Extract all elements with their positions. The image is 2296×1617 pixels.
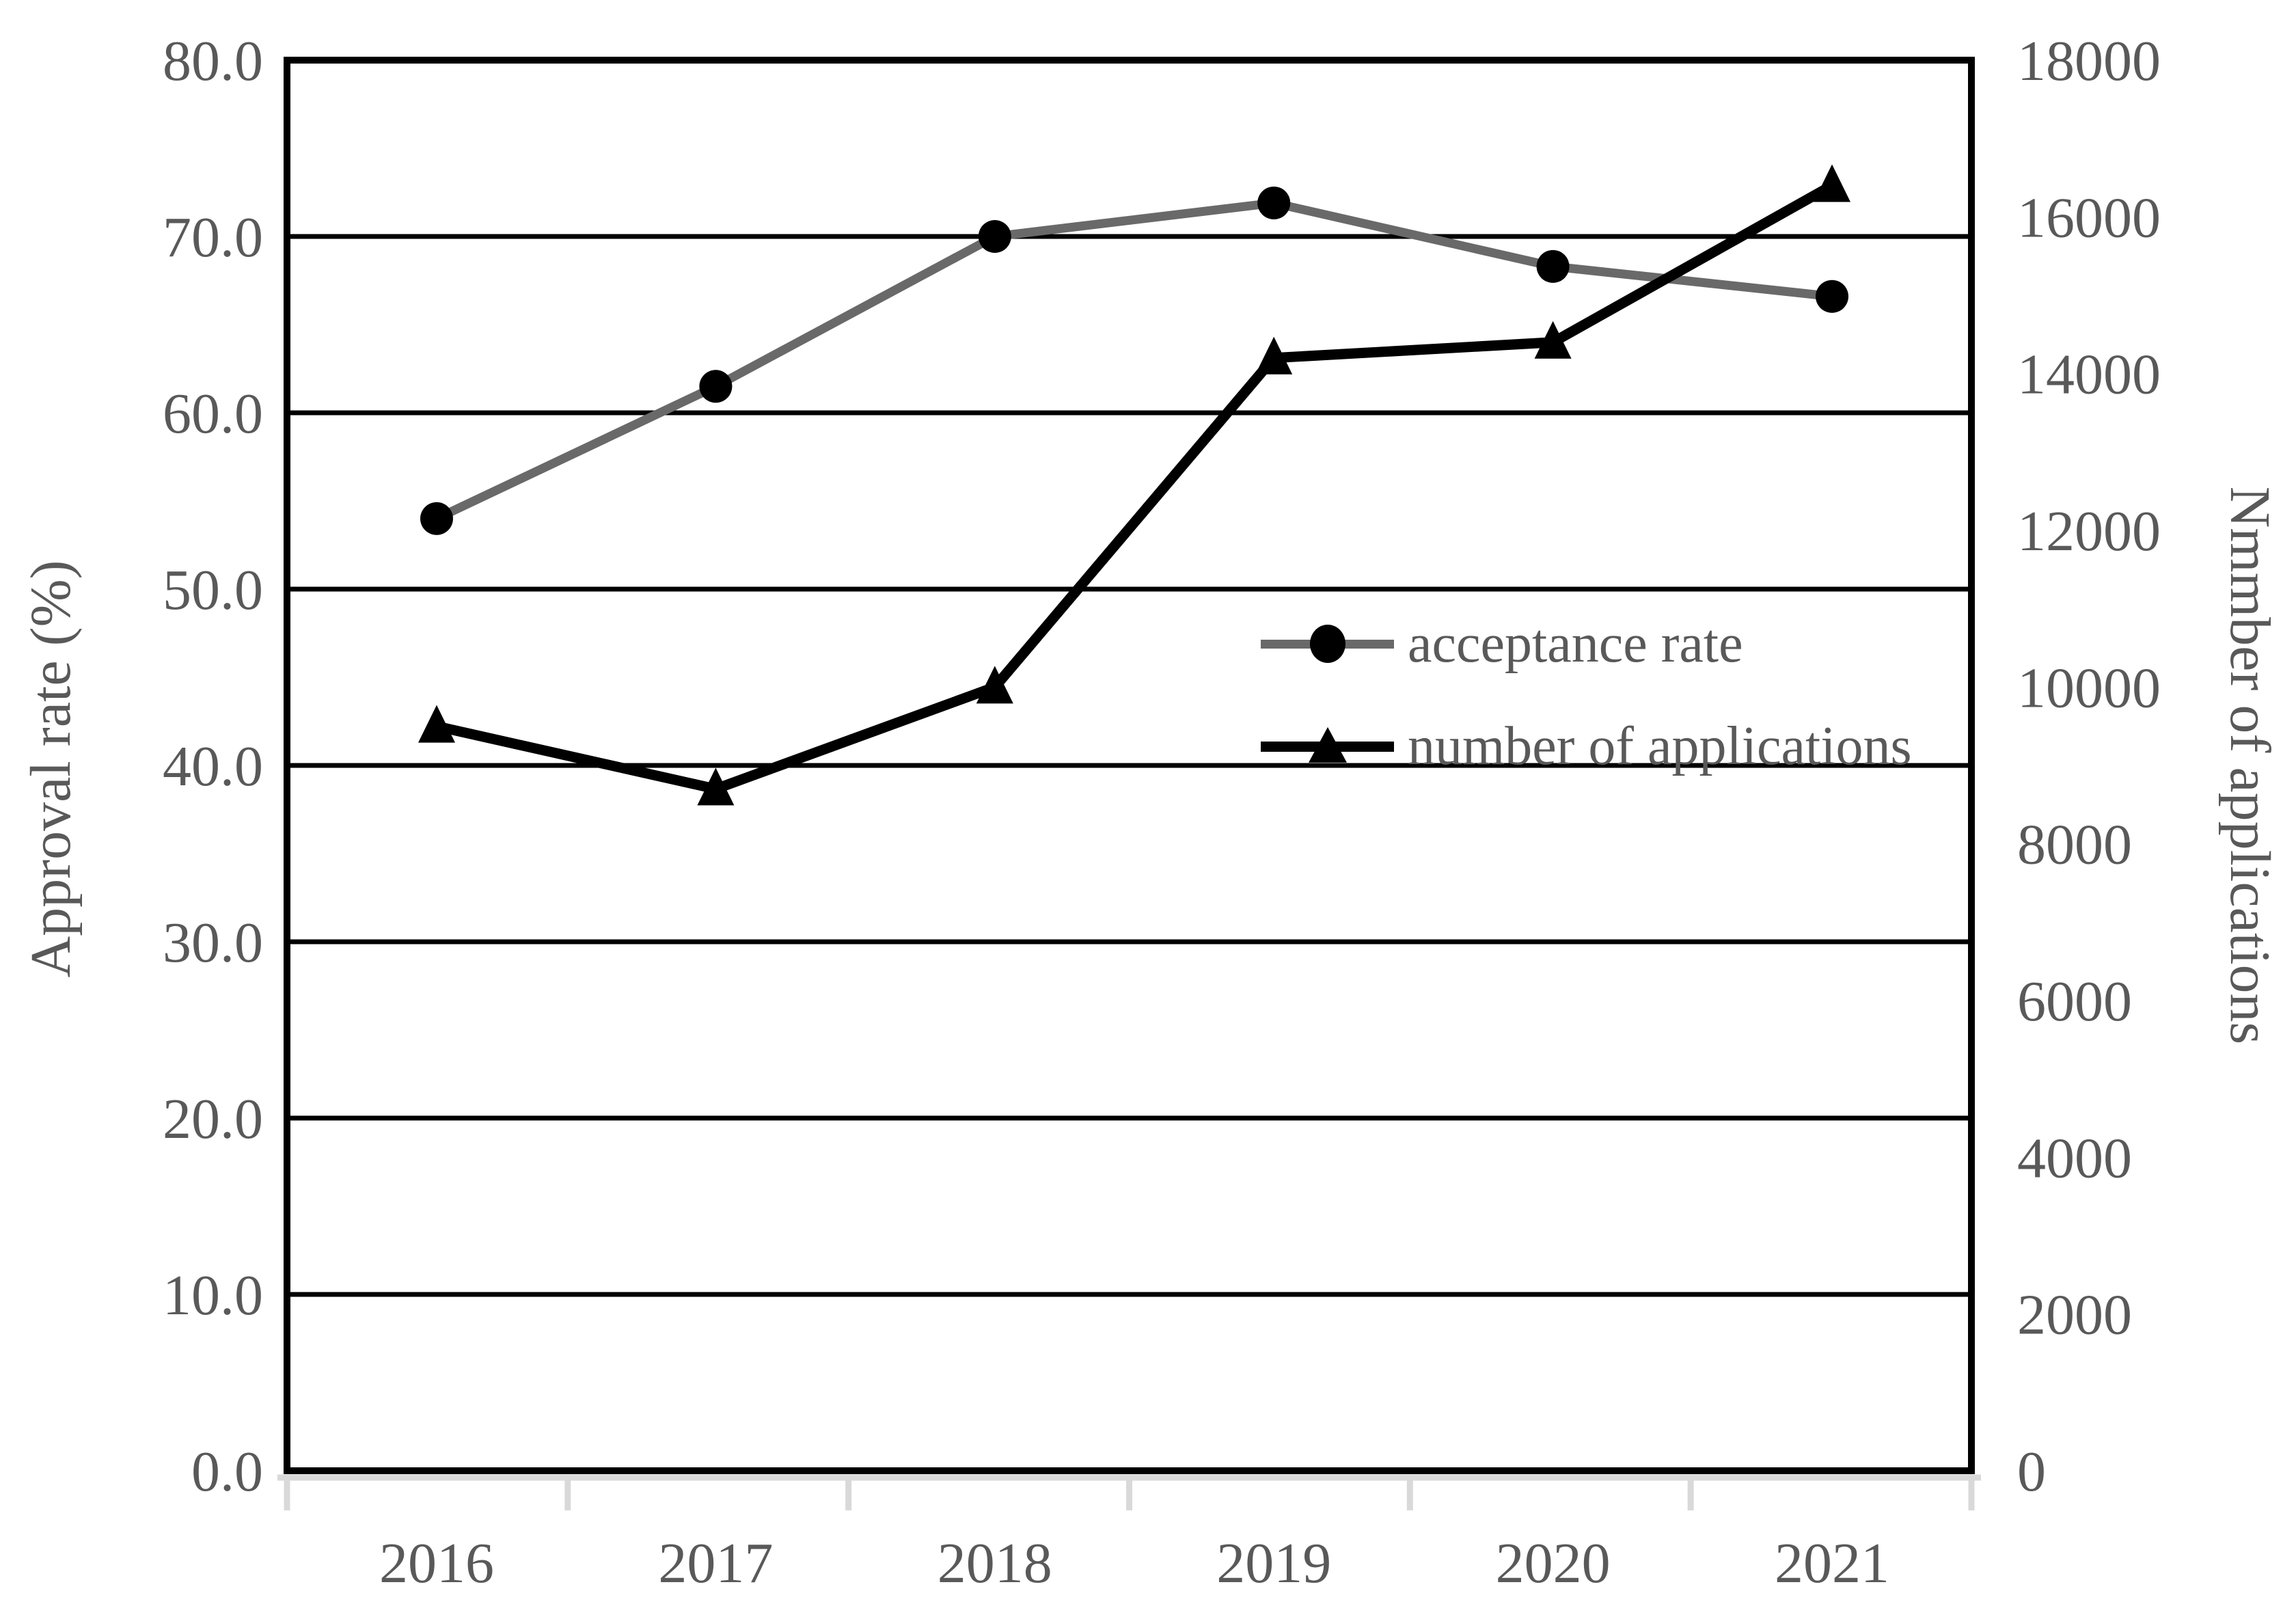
- y-axis-left-tick-label: 40.0: [163, 735, 263, 798]
- y-axis-right-tick-label: 18000: [2017, 29, 2161, 93]
- y-axis-left-tick-label: 0.0: [191, 1440, 263, 1504]
- data-point-circle-acceptance-rate: [1536, 249, 1570, 283]
- legend-label: acceptance rate: [1408, 613, 1743, 674]
- legend-item-acceptance-rate: acceptance rate: [1261, 593, 1912, 695]
- legend-line-sample: [1261, 625, 1394, 663]
- y-axis-right-tick-label: 14000: [2017, 343, 2161, 407]
- legend-line-sample: [1261, 726, 1394, 763]
- y-axis-left-tick-label: 20.0: [163, 1087, 263, 1151]
- y-axis-left-tick-label: 60.0: [163, 382, 263, 446]
- x-axis-tick-label: 2021: [1775, 1532, 1889, 1595]
- y-axis-right-tick-label: 12000: [2017, 500, 2161, 563]
- y-axis-left-tick-label: 70.0: [163, 206, 263, 269]
- series-line-acceptance-rate: [435, 198, 1833, 523]
- circle-marker-icon: [1309, 625, 1345, 663]
- x-axis-tick-label: 2018: [938, 1532, 1052, 1595]
- x-axis-tick-label: 2017: [658, 1532, 773, 1595]
- data-point-triangle-number-of-applications: [1534, 321, 1572, 359]
- y-axis-left-title: Approval rate (%): [19, 560, 83, 978]
- data-point-triangle-number-of-applications: [697, 767, 735, 806]
- data-point-circle-acceptance-rate: [420, 502, 453, 535]
- y-axis-right-tick-label: 8000: [2017, 813, 2132, 877]
- x-axis-tick-label: 2020: [1496, 1532, 1611, 1595]
- data-point-triangle-number-of-applications: [1814, 164, 1850, 202]
- data-point-circle-acceptance-rate: [699, 370, 733, 403]
- data-point-circle-acceptance-rate: [1257, 186, 1291, 219]
- legend-item-number-of-applications: number of applications: [1261, 695, 1912, 798]
- data-point-triangle-number-of-applications: [976, 666, 1013, 704]
- y-axis-right-tick-label: 0: [2017, 1440, 2046, 1504]
- data-point-triangle-number-of-applications: [418, 705, 455, 743]
- series-line-number-of-applications: [435, 180, 1835, 795]
- x-axis-tick-label: 2019: [1216, 1532, 1331, 1595]
- data-point-circle-acceptance-rate: [1816, 280, 1848, 313]
- y-axis-right-tick-label: 2000: [2017, 1283, 2132, 1347]
- y-axis-right-tick-label: 4000: [2017, 1126, 2132, 1190]
- y-axis-right-tick-label: 16000: [2017, 186, 2161, 249]
- y-axis-right-tick-label: 10000: [2017, 656, 2161, 720]
- data-point-triangle-number-of-applications: [1255, 336, 1293, 375]
- y-axis-left-tick-label: 80.0: [163, 29, 263, 93]
- y-axis-left-tick-label: 50.0: [163, 558, 263, 622]
- y-axis-right-title: Nmmber of applications: [2218, 486, 2282, 1045]
- triangle-marker-icon: [1308, 726, 1347, 763]
- x-axis-tick-label: 2016: [379, 1532, 494, 1595]
- plot-border: [284, 57, 1975, 1474]
- y-axis-left-tick-label: 10.0: [163, 1264, 263, 1327]
- legend-label: number of applications: [1408, 716, 1912, 776]
- data-point-circle-acceptance-rate: [978, 220, 1011, 253]
- chart-legend: acceptance rate number of applications: [1261, 593, 1912, 798]
- y-axis-right-tick-label: 6000: [2017, 970, 2132, 1033]
- y-axis-left-tick-label: 30.0: [163, 911, 263, 975]
